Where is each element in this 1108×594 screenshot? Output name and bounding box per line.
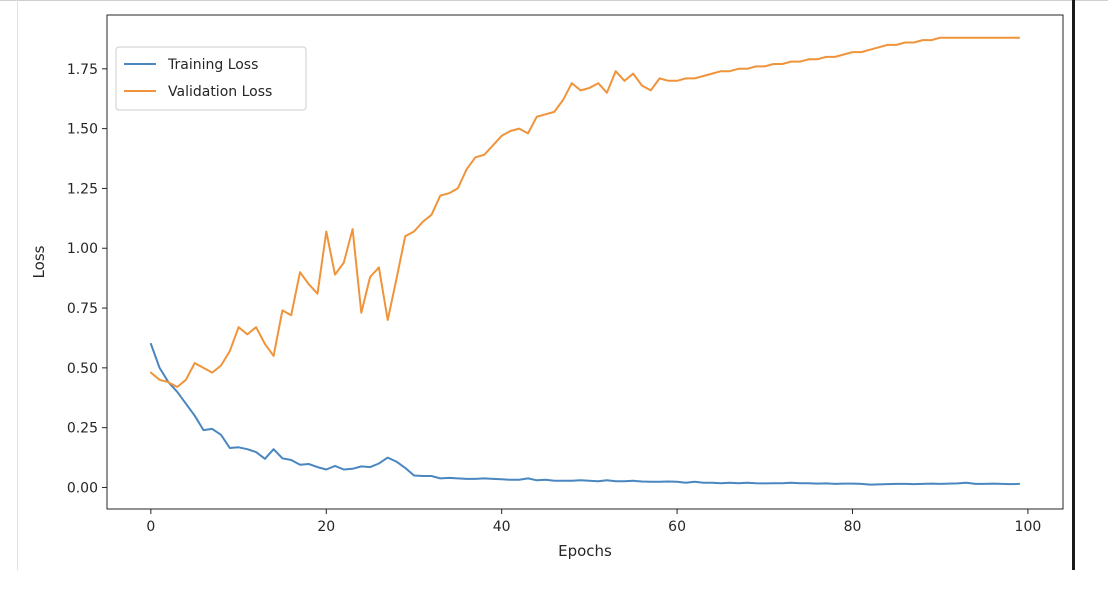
y-tick-label: 0.00 — [67, 480, 98, 496]
y-axis-label: Loss — [30, 245, 48, 278]
y-tick-label: 0.50 — [67, 361, 98, 377]
y-tick-label: 0.25 — [67, 421, 98, 437]
x-tick-label: 60 — [668, 519, 686, 535]
x-axis-label: Epochs — [558, 542, 612, 560]
y-tick-label: 1.00 — [67, 241, 98, 257]
y-tick-label: 1.25 — [67, 181, 98, 197]
x-axis-ticks: 0 20 40 60 80 100 — [146, 509, 1041, 535]
y-axis-ticks: 0.00 0.25 0.50 0.75 1.00 1.25 1.50 1.75 — [67, 62, 107, 496]
window-top-border — [0, 0, 1108, 1]
x-tick-label: 80 — [844, 519, 862, 535]
window-right-border — [1072, 0, 1075, 570]
x-tick-label: 20 — [317, 519, 335, 535]
y-tick-label: 1.75 — [67, 62, 98, 78]
x-tick-label: 100 — [1015, 519, 1042, 535]
series-line-validation-loss — [149, 36, 1021, 388]
plot-area-frame — [106, 14, 1064, 510]
window-left-border — [17, 0, 18, 570]
y-tick-label: 1.50 — [67, 122, 98, 138]
x-tick-label: 0 — [146, 519, 155, 535]
series-line-training-loss — [149, 342, 1021, 486]
y-tick-label: 0.75 — [67, 301, 98, 317]
x-tick-label: 40 — [493, 519, 511, 535]
legend-label-validation-loss: Validation Loss — [168, 84, 272, 100]
legend-box — [115, 46, 307, 111]
legend: Training Loss Validation Loss — [115, 46, 307, 111]
legend-label-training-loss: Training Loss — [167, 57, 258, 73]
